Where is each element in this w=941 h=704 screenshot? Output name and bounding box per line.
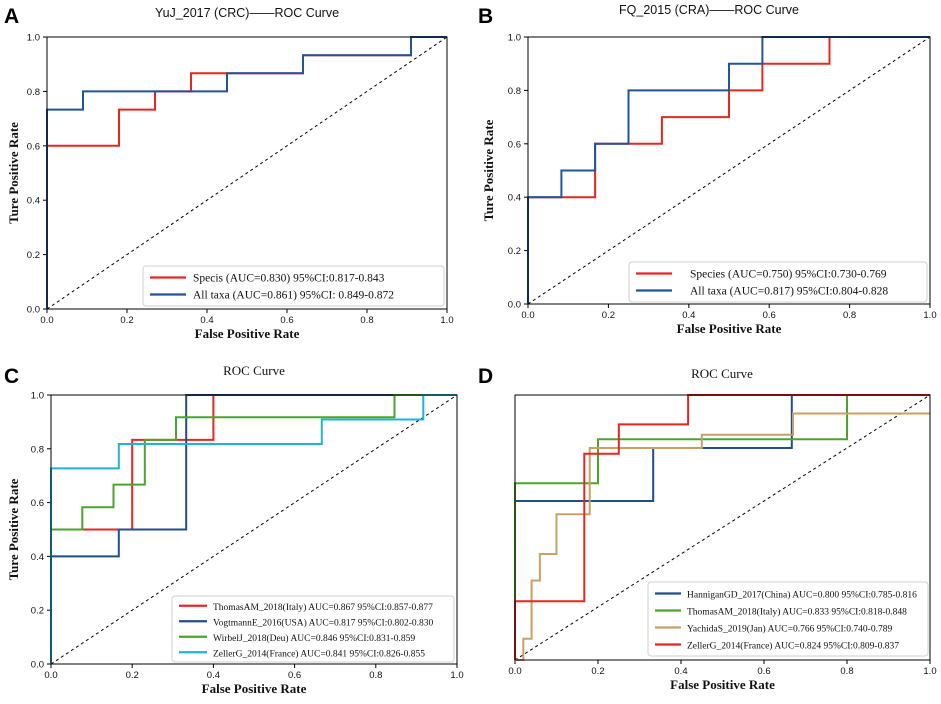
x-tick-label: 0.6 (763, 310, 776, 321)
chart-title: ROC Curve (691, 366, 753, 381)
legend-entry: VogtmannE_2016(USA) AUC=0.817 95%CI:0.80… (213, 617, 433, 628)
panel-A: A YuJ_2017 (CRC)——ROC Curve 0.0 0.2 0.4 0.6 0.… (4, 5, 454, 341)
plot-frame (527, 36, 931, 305)
x-tick-label: 0.2 (126, 670, 139, 681)
y-tick-label: 1.0 (27, 33, 40, 44)
plot-frame (46, 36, 448, 310)
legend-box (647, 581, 929, 657)
y-tick-label: 0.8 (31, 444, 44, 455)
roc-series-line-2 (46, 36, 447, 309)
x-tick-label: 0.4 (207, 670, 220, 681)
y-tick-label: 0.2 (508, 246, 521, 257)
roc-series-line-3 (515, 412, 930, 661)
y-axis-label: Ture Positive Rate (6, 478, 21, 580)
x-tick-label: 0.6 (280, 315, 293, 326)
y-tick-label: 0.6 (27, 141, 40, 152)
legend: Species (AUC=0.750) 95%CI:0.730-0.769 All… (628, 261, 928, 303)
x-tick-label: 0.0 (508, 666, 521, 677)
legend-box (628, 261, 928, 303)
legend-box (171, 595, 455, 663)
legend-entry: ZellerG_2014(France) AUC=0.824 95%CI:0.8… (687, 641, 899, 652)
y-tick-label: 0.4 (31, 552, 44, 563)
legend-entry: WirbelJ_2018(Deu) AUC=0.846 95%CI:0.831-… (213, 633, 415, 644)
x-tick-label: 0.8 (369, 670, 382, 681)
legend-entry: ThomasAM_2018(Italy) AUC=0.867 95%CI:0.8… (213, 602, 433, 613)
x-axis-label: False Positive Rate (202, 681, 307, 696)
plot-frame (514, 394, 931, 661)
x-axis-label: False Positive Rate (670, 677, 775, 692)
y-tick-label: 0.2 (27, 250, 40, 261)
panel-B: B FQ_2015 (CRA)——ROC Curve 0.0 0.2 0.4 0.6 0.8… (478, 3, 937, 336)
chance-diagonal (514, 394, 931, 661)
y-tick-label: 0.4 (27, 196, 40, 207)
y-tick-label: 0.4 (508, 193, 521, 204)
legend: HanniganGD_2017(China) AUC=0.800 95%CI:0… (647, 581, 929, 657)
legend-entry: Specis (AUC=0.830) 95%CI:0.817-0.843 (193, 273, 385, 285)
x-tick-label: 0.2 (602, 310, 615, 321)
legend-entry: HanniganGD_2017(China) AUC=0.800 95%CI:0… (687, 590, 917, 601)
legend-box (142, 265, 445, 307)
y-tick-label: 0.0 (31, 660, 44, 671)
y-tick-label: 0.8 (508, 86, 521, 97)
legend-entry: YachidaS_2019(Jan) AUC=0.766 95%CI:0.740… (687, 624, 892, 635)
panel-C: C ROC Curve 0.0 0.2 0.4 0.6 0.8 1.0 0.0 0.2 0.4 0.6… (4, 363, 464, 696)
x-axis-label: False Positive Rate (677, 321, 782, 336)
y-tick-label: 0.0 (27, 305, 40, 316)
x-tick-label: 0.4 (674, 666, 687, 677)
chance-diagonal (527, 36, 931, 305)
panel-letter: D (478, 365, 493, 388)
x-tick-label: 0.0 (521, 310, 534, 321)
chart-title: ROC Curve (223, 363, 285, 378)
y-tick-label: 1.0 (31, 391, 44, 402)
x-tick-label: 0.0 (44, 670, 57, 681)
y-tick-label: 0.0 (508, 300, 521, 311)
roc-series-line-2 (527, 36, 930, 304)
panel-letter: C (4, 365, 19, 388)
y-tick-label: 0.8 (27, 87, 40, 98)
x-tick-label: 1.0 (450, 670, 463, 681)
y-axis-label: Ture Positive Rate (481, 119, 496, 221)
x-axis-label: False Positive Rate (195, 326, 300, 341)
y-tick-label: 0.6 (31, 498, 44, 509)
legend-entry: All taxa (AUC=0.817) 95%CI:0.804-0.828 (690, 286, 888, 298)
panel-letter: A (4, 5, 19, 28)
x-tick-label: 0.4 (682, 310, 695, 321)
panel-letter: B (478, 5, 493, 28)
y-tick-label: 0.2 (31, 606, 44, 617)
chart-title: YuJ_2017 (CRC)——ROC Curve (155, 6, 339, 20)
plot-frame (50, 394, 458, 665)
legend: Specis (AUC=0.830) 95%CI:0.817-0.843 All … (142, 265, 445, 307)
roc-series-line-4 (50, 394, 457, 664)
roc-series-line-4 (514, 394, 930, 660)
legend: ThomasAM_2018(Italy) AUC=0.867 95%CI:0.8… (171, 595, 455, 663)
roc-series-line-3 (50, 394, 457, 664)
x-tick-label: 0.8 (360, 315, 373, 326)
legend-entry: ZellerG_2014(France) AUC=0.841 95%CI:0.8… (213, 648, 425, 659)
panel-D: D ROC Curve 0.0 0.2 0.4 0.6 0.8 1.0 False Positi… (478, 365, 937, 692)
y-tick-label: 1.0 (508, 33, 521, 44)
legend-entry: All taxa (AUC=0.861) 95%CI: 0.849-0.872 (193, 290, 394, 302)
chance-diagonal (46, 36, 448, 310)
chart-title: FQ_2015 (CRA)——ROC Curve (619, 3, 799, 17)
x-tick-label: 1.0 (923, 310, 936, 321)
y-tick-label: 0.6 (508, 139, 521, 150)
legend-entry: ThomasAM_2018(Italy) AUC=0.833 95%CI:0.8… (687, 607, 907, 618)
x-tick-label: 0.6 (288, 670, 301, 681)
x-tick-label: 1.0 (440, 315, 453, 326)
x-tick-label: 0.4 (200, 315, 213, 326)
x-tick-label: 0.2 (591, 666, 604, 677)
x-tick-label: 0.0 (40, 315, 53, 326)
y-axis-label: Ture Positive Rate (6, 122, 21, 224)
x-tick-label: 0.8 (843, 310, 856, 321)
x-tick-label: 0.6 (757, 666, 770, 677)
x-tick-label: 1.0 (923, 666, 936, 677)
x-tick-label: 0.8 (840, 666, 853, 677)
roc-series-line-1 (527, 36, 930, 304)
x-tick-label: 0.2 (120, 315, 133, 326)
legend-entry: Species (AUC=0.750) 95%CI:0.730-0.769 (690, 269, 887, 281)
